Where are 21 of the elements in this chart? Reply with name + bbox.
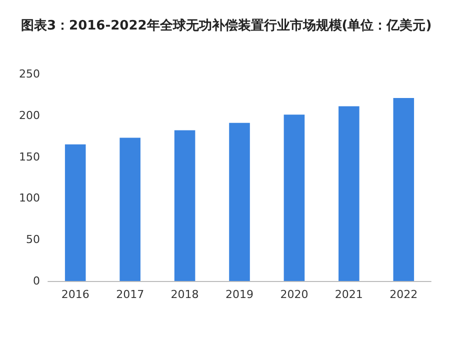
x-tick-label: 2019 — [226, 288, 254, 301]
x-tick-label: 2022 — [390, 288, 418, 301]
x-tick-label: 2017 — [116, 288, 144, 301]
chart-title: 图表3：2016-2022年全球无功补偿装置行业市场规模(单位：亿美元) — [21, 18, 432, 34]
y-tick-label: 50 — [26, 233, 40, 246]
bar — [284, 114, 305, 281]
y-tick-label: 150 — [19, 150, 40, 164]
y-tick-label: 0 — [33, 274, 40, 288]
bar — [229, 122, 250, 281]
bar — [338, 106, 360, 281]
x-tick-label: 2018 — [170, 288, 199, 301]
bar — [393, 98, 414, 281]
y-tick-label: 200 — [19, 108, 40, 122]
bar — [64, 144, 86, 281]
y-tick-label: 100 — [19, 192, 40, 205]
x-tick-label: 2016 — [61, 288, 90, 301]
x-tick-label: 2020 — [280, 288, 308, 301]
y-tick-label: 250 — [19, 68, 40, 80]
bar — [174, 130, 196, 281]
bar — [120, 138, 140, 281]
x-tick-label: 2021 — [334, 288, 363, 301]
